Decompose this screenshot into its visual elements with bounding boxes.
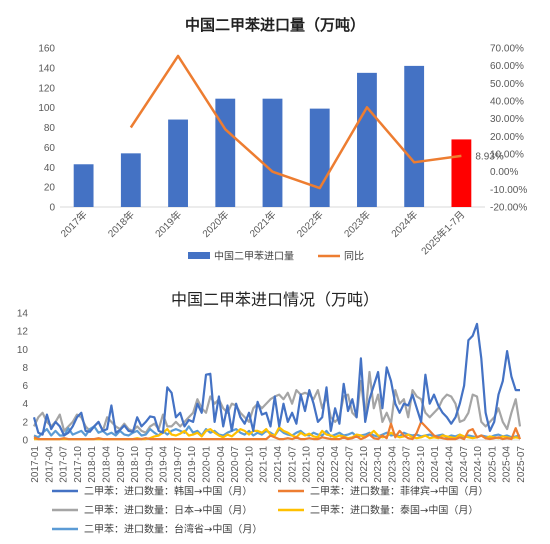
chart1-left-tick: 120 — [38, 83, 55, 94]
chart1-category-label: 2020年 — [199, 208, 231, 240]
chart1-bar — [404, 65, 425, 207]
chart2-x-tick: 2020-07 — [230, 446, 241, 483]
chart1-title: 中国二甲苯进口量（万吨） — [185, 16, 365, 34]
chart1-bar — [168, 119, 188, 207]
chart2-legend-label: 二甲苯：进口数量：日本→中国（月） — [84, 504, 252, 517]
chart2-x-tick: 2021-04 — [273, 446, 284, 483]
chart2-x-tick: 2017-01 — [30, 446, 41, 483]
chart1-right-tick: 0.00% — [490, 167, 518, 178]
chart2-x-tick: 2017-07 — [59, 446, 70, 483]
chart1-category-label: 2017年 — [58, 208, 90, 240]
chart1-right-tick: 30.00% — [490, 114, 524, 125]
chart1-legend-bar-label: 中国二甲苯进口量 — [214, 250, 294, 263]
chart1-left-tick: 100 — [38, 103, 55, 114]
chart2-legend-label: 二甲苯：进口数量：泰国→中国（月） — [310, 504, 478, 517]
chart2-x-tick: 2025-04 — [502, 446, 513, 483]
chart2-series-line — [32, 322, 520, 437]
chart1-bar — [451, 139, 472, 207]
chart2-series-line — [33, 420, 522, 441]
chart2-x-tick: 2022-01 — [316, 446, 327, 483]
chart1-category-label: 2023年 — [341, 208, 373, 240]
chart2-x-tick: 2023-10 — [416, 446, 427, 483]
chart2-y-tick: 6 — [22, 381, 28, 392]
chart2-x-tick: 2019-04 — [159, 446, 170, 483]
chart1-right-tick: 60.00% — [490, 61, 524, 72]
chart2-title: 中国二甲苯进口情况（万吨） — [171, 290, 379, 309]
chart2-x-tick: 2023-07 — [402, 446, 413, 483]
chart2-x-tick: 2022-07 — [344, 446, 355, 483]
chart1-left-tick: 40 — [44, 163, 56, 174]
chart2-x-tick: 2021-01 — [259, 446, 270, 483]
chart2-x-tick: 2019-01 — [144, 446, 155, 483]
chart1-right-tick: 40.00% — [490, 97, 524, 108]
chart2-x-tick: 2024-10 — [473, 446, 484, 483]
chart1-bar — [215, 98, 236, 207]
chart2-x-tick: 2022-10 — [359, 446, 370, 483]
chart2-x-tick: 2019-07 — [173, 446, 184, 483]
chart2-x-tick: 2024-04 — [445, 446, 456, 483]
chart1-right-tick: 10.00% — [490, 150, 524, 161]
chart2-x-tick: 2025-01 — [487, 446, 498, 483]
chart1-category-label: 2018年 — [105, 208, 137, 240]
chart2-x-tick: 2019-10 — [187, 446, 198, 483]
chart1-right-tick: 20.00% — [490, 132, 524, 143]
chart2-x-tick: 2025-07 — [516, 446, 527, 483]
chart2-y-tick: 12 — [17, 327, 29, 338]
chart1-left-tick: 20 — [44, 183, 56, 194]
chart1-category-label: 2025年1-7月 — [418, 208, 467, 257]
chart2-x-tick: 2018-04 — [101, 446, 112, 483]
chart2-y-tick: 14 — [17, 309, 29, 320]
chart2-x-tick: 2020-01 — [202, 446, 213, 483]
chart2-x-tick: 2017-04 — [44, 446, 55, 483]
chart1-category-label: 2021年 — [247, 208, 279, 240]
chart2-x-tick: 2017-10 — [73, 446, 84, 483]
chart2-legend-label: 二甲苯：进口数量：菲律宾→中国（月） — [310, 485, 488, 498]
chart2-x-tick: 2018-10 — [130, 446, 141, 483]
chart1-left-tick: 140 — [38, 63, 55, 74]
chart2-x-tick: 2020-04 — [216, 446, 227, 483]
chart2-x-tick: 2018-07 — [116, 446, 127, 483]
chart2-y-tick: 0 — [22, 436, 28, 447]
chart1-left-tick: 60 — [44, 143, 56, 154]
chart2-series-line — [33, 370, 522, 434]
chart2-x-tick: 2023-01 — [373, 446, 384, 483]
chart1-category-label: 2022年 — [294, 208, 326, 240]
chart2-x-tick: 2024-07 — [459, 446, 470, 483]
chart1-yoy-line — [129, 54, 462, 190]
chart2-x-tick: 2021-10 — [302, 446, 313, 483]
chart2-x-tick: 2021-07 — [287, 446, 298, 483]
chart1-bar — [309, 108, 330, 207]
chart2-x-tick: 2020-10 — [244, 446, 255, 483]
chart1-left-tick: 0 — [49, 203, 55, 214]
chart2-y-tick: 10 — [17, 345, 29, 356]
chart1-data-label: 8.93% — [475, 151, 503, 162]
chart1-right-tick: -20.00% — [490, 203, 527, 214]
chart1-left-tick: 160 — [38, 44, 55, 55]
chart1-category-label: 2019年 — [152, 208, 184, 240]
chart1-bar — [262, 98, 283, 207]
chart1-right-tick: 70.00% — [490, 44, 524, 55]
chart2-y-tick: 2 — [22, 417, 28, 428]
chart1-bar — [73, 164, 94, 207]
chart2-legend-label: 二甲苯：进口数量：韩国→中国（月） — [84, 485, 252, 498]
chart1-bar — [120, 153, 141, 207]
chart1-legend-bar-swatch — [188, 252, 210, 259]
chart2-x-tick: 2022-04 — [330, 446, 341, 483]
chart1-bar — [357, 72, 377, 207]
chart1-right-tick: -10.00% — [490, 185, 527, 196]
chart1-legend-line-label: 同比 — [344, 251, 364, 263]
chart1-right-tick: 50.00% — [490, 79, 524, 90]
chart1-left-tick: 80 — [44, 123, 56, 134]
chart2-y-tick: 4 — [22, 399, 28, 410]
monthly-import-chart: 中国二甲苯进口情况（万吨） 0 2 4 6 8 10 12 14 2017-01 2017-04 20… — [17, 290, 527, 536]
annual-import-chart: 中国二甲苯进口量（万吨） 0 20 40 60 80 100 120 140 160 -20.00%… — [38, 16, 527, 263]
chart2-x-tick: 2023-04 — [387, 446, 398, 483]
chart2-x-tick: 2018-01 — [87, 446, 98, 483]
chart2-y-tick: 8 — [22, 363, 28, 374]
chart1-category-label: 2024年 — [388, 208, 420, 240]
chart2-x-tick: 2024-01 — [430, 446, 441, 483]
chart2-legend-label: 二甲苯：进口数量：台湾省→中国（月） — [84, 523, 262, 536]
